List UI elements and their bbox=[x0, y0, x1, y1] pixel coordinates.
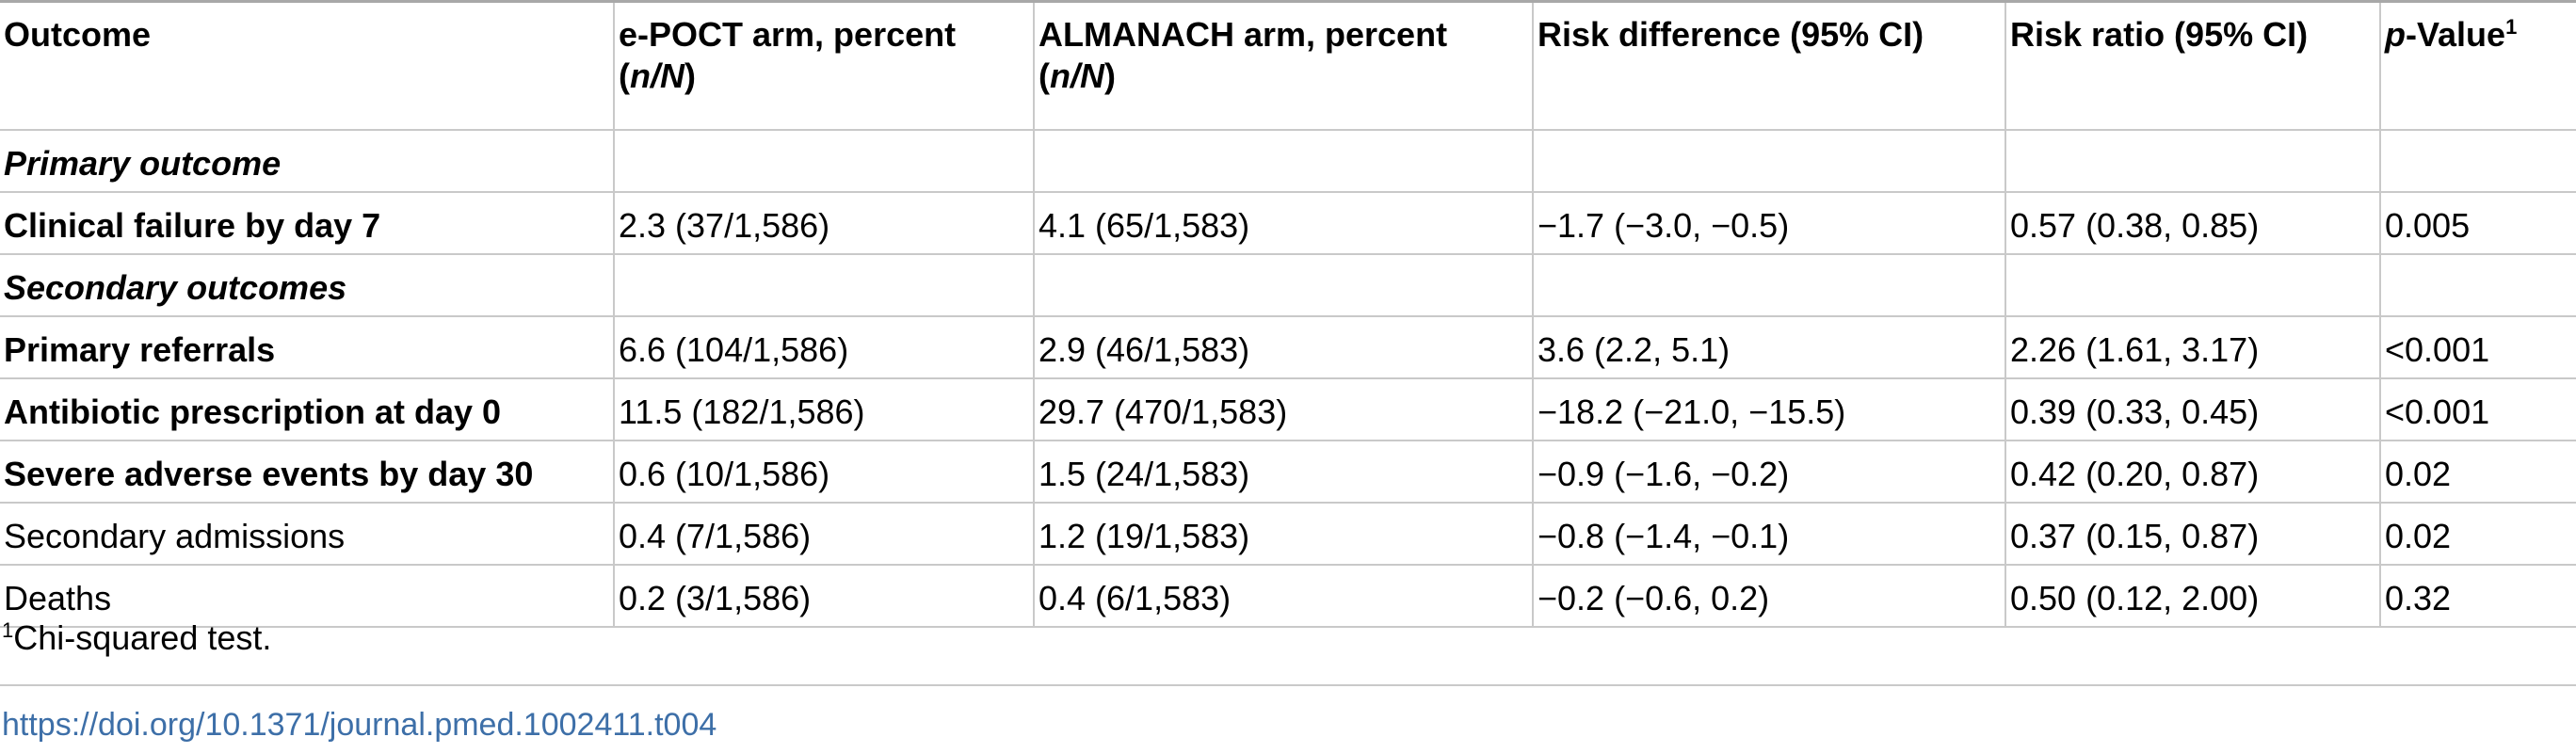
table-row: Primary referrals 6.6 (104/1,586) 2.9 (4… bbox=[0, 315, 2576, 379]
header-epoct-nN: n/N bbox=[630, 56, 684, 95]
table-row: Secondary admissions 0.4 (7/1,586) 1.2 (… bbox=[0, 502, 2576, 566]
risk-ratio-cell: 0.37 (0.15, 0.87) bbox=[2004, 502, 2380, 566]
header-outcome-label: Outcome bbox=[4, 15, 152, 54]
header-epoct-label: e-POCT arm, percent bbox=[619, 15, 957, 54]
almanach-cell: 4.1 (65/1,583) bbox=[1033, 191, 1533, 255]
empty-cell bbox=[1033, 253, 1533, 317]
header-almanach-arm: ALMANACH arm, percent (n/N) bbox=[1033, 0, 1533, 131]
risk-ratio-cell: 0.50 (0.12, 2.00) bbox=[2004, 564, 2380, 628]
outcome-cell: Secondary admissions bbox=[0, 502, 614, 566]
header-p-rest: -Value bbox=[2406, 15, 2506, 54]
header-p-italic: p bbox=[2385, 15, 2406, 54]
p-value-cell: 0.32 bbox=[2379, 564, 2576, 628]
table-row: Severe adverse events by day 30 0.6 (10/… bbox=[0, 440, 2576, 504]
outcome-cell: Clinical failure by day 7 bbox=[0, 191, 614, 255]
empty-cell bbox=[613, 129, 1034, 193]
section-label-secondary: Secondary outcomes bbox=[0, 253, 614, 317]
header-almanach-label: ALMANACH arm, percent bbox=[1038, 15, 1448, 54]
empty-cell bbox=[1532, 253, 2005, 317]
risk-difference-cell: −0.2 (−0.6, 0.2) bbox=[1532, 564, 2005, 628]
results-table: Outcome e-POCT arm, percent (n/N) ALMANAC… bbox=[0, 0, 2576, 628]
risk-difference-cell: −18.2 (−21.0, −15.5) bbox=[1532, 377, 2005, 441]
outcome-cell: Severe adverse events by day 30 bbox=[0, 440, 614, 504]
p-value-cell: <0.001 bbox=[2379, 315, 2576, 379]
section-row-secondary: Secondary outcomes bbox=[0, 253, 2576, 317]
footnote-marker: 1 bbox=[2, 618, 14, 642]
header-p-value: p-Value1 bbox=[2379, 0, 2576, 131]
outcome-cell: Deaths bbox=[0, 564, 614, 628]
p-value-cell: 0.005 bbox=[2379, 191, 2576, 255]
epoct-cell: 6.6 (104/1,586) bbox=[613, 315, 1034, 379]
header-p-footnote-marker: 1 bbox=[2505, 15, 2518, 39]
table-row: Antibiotic prescription at day 0 11.5 (1… bbox=[0, 377, 2576, 441]
risk-difference-cell: −1.7 (−3.0, −0.5) bbox=[1532, 191, 2005, 255]
empty-cell bbox=[2379, 253, 2576, 317]
risk-ratio-cell: 0.39 (0.33, 0.45) bbox=[2004, 377, 2380, 441]
section-label-primary: Primary outcome bbox=[0, 129, 614, 193]
epoct-cell: 0.2 (3/1,586) bbox=[613, 564, 1034, 628]
empty-cell bbox=[1033, 129, 1533, 193]
risk-difference-cell: −0.8 (−1.4, −0.1) bbox=[1532, 502, 2005, 566]
epoct-cell: 2.3 (37/1,586) bbox=[613, 191, 1034, 255]
header-epoct-arm: e-POCT arm, percent (n/N) bbox=[613, 0, 1034, 131]
empty-cell bbox=[613, 253, 1034, 317]
header-risk-difference-label: Risk difference (95% CI) bbox=[1538, 15, 1924, 54]
p-value-cell: 0.02 bbox=[2379, 440, 2576, 504]
risk-difference-cell: −0.9 (−1.6, −0.2) bbox=[1532, 440, 2005, 504]
p-value-cell: <0.001 bbox=[2379, 377, 2576, 441]
epoct-cell: 0.4 (7/1,586) bbox=[613, 502, 1034, 566]
empty-cell bbox=[2004, 253, 2380, 317]
risk-difference-cell: 3.6 (2.2, 5.1) bbox=[1532, 315, 2005, 379]
epoct-cell: 11.5 (182/1,586) bbox=[613, 377, 1034, 441]
risk-ratio-cell: 0.42 (0.20, 0.87) bbox=[2004, 440, 2380, 504]
empty-cell bbox=[1532, 129, 2005, 193]
epoct-cell: 0.6 (10/1,586) bbox=[613, 440, 1034, 504]
almanach-cell: 1.5 (24/1,583) bbox=[1033, 440, 1533, 504]
p-value-cell: 0.02 bbox=[2379, 502, 2576, 566]
empty-cell bbox=[2379, 129, 2576, 193]
section-row-primary: Primary outcome bbox=[0, 129, 2576, 193]
table-row: Deaths 0.2 (3/1,586) 0.4 (6/1,583) −0.2 … bbox=[0, 564, 2576, 628]
outcome-cell: Antibiotic prescription at day 0 bbox=[0, 377, 614, 441]
almanach-cell: 2.9 (46/1,583) bbox=[1033, 315, 1533, 379]
almanach-cell: 0.4 (6/1,583) bbox=[1033, 564, 1533, 628]
risk-ratio-cell: 0.57 (0.38, 0.85) bbox=[2004, 191, 2380, 255]
header-outcome: Outcome bbox=[0, 0, 614, 131]
header-risk-ratio: Risk ratio (95% CI) bbox=[2004, 0, 2380, 131]
footnote-text: Chi-squared test. bbox=[13, 618, 272, 657]
empty-cell bbox=[2004, 129, 2380, 193]
bottom-divider bbox=[0, 684, 2576, 686]
doi-link[interactable]: https://doi.org/10.1371/journal.pmed.100… bbox=[2, 707, 717, 743]
table-row: Clinical failure by day 7 2.3 (37/1,586)… bbox=[0, 191, 2576, 255]
table-footnote: 1Chi-squared test. bbox=[2, 617, 271, 659]
outcome-cell: Primary referrals bbox=[0, 315, 614, 379]
header-risk-ratio-label: Risk ratio (95% CI) bbox=[2010, 15, 2309, 54]
almanach-cell: 29.7 (470/1,583) bbox=[1033, 377, 1533, 441]
almanach-cell: 1.2 (19/1,583) bbox=[1033, 502, 1533, 566]
header-almanach-nN: n/N bbox=[1050, 56, 1104, 95]
header-risk-difference: Risk difference (95% CI) bbox=[1532, 0, 2005, 131]
risk-ratio-cell: 2.26 (1.61, 3.17) bbox=[2004, 315, 2380, 379]
header-row: Outcome e-POCT arm, percent (n/N) ALMANAC… bbox=[0, 0, 2576, 131]
